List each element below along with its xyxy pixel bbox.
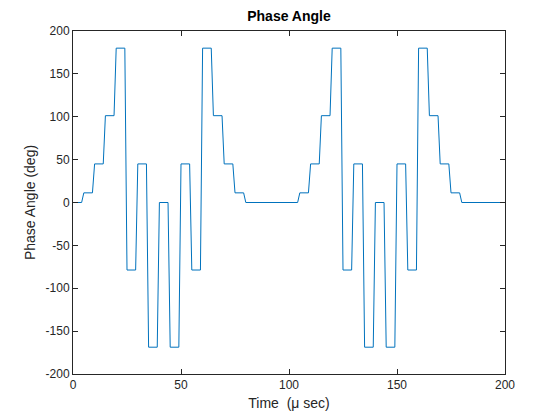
svg-text:Phase Angle (deg): Phase Angle (deg) [22,145,38,260]
svg-text:0: 0 [63,196,70,210]
svg-text:Time (μ sec): Time (μ sec) [248,395,329,411]
svg-text:-50: -50 [52,239,70,253]
svg-text:0: 0 [70,378,77,392]
svg-text:50: 50 [174,378,188,392]
svg-text:150: 150 [387,378,407,392]
svg-text:100: 100 [279,378,299,392]
svg-text:150: 150 [50,67,70,81]
svg-text:-100: -100 [46,281,70,295]
svg-text:Phase Angle: Phase Angle [247,8,331,24]
svg-text:200: 200 [50,24,70,38]
svg-text:100: 100 [50,110,70,124]
svg-text:-200: -200 [46,367,70,381]
svg-text:200: 200 [495,378,515,392]
svg-text:-150: -150 [46,324,70,338]
svg-text:50: 50 [56,153,70,167]
